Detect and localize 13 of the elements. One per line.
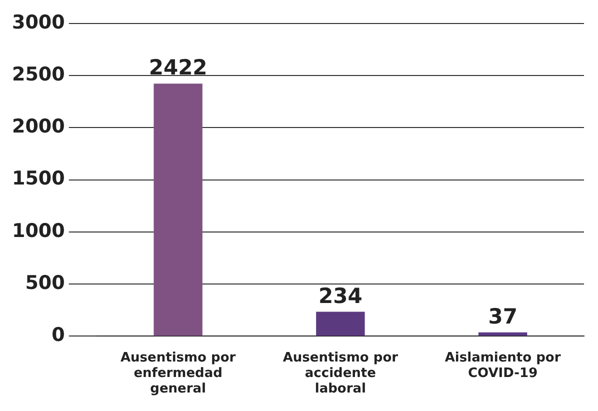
x-tick-label: Ausentismo por enfermedad general <box>120 350 236 397</box>
data-label: 37 <box>488 304 518 328</box>
y-tick-label: 2500 <box>12 63 65 86</box>
data-label: 2422 <box>148 56 208 80</box>
y-tick-label: 0 <box>52 324 65 346</box>
x-tick-label: Ausentismo por accidente laboral <box>282 350 399 397</box>
y-tick-label: 1000 <box>12 220 65 242</box>
y-tick-label: 1500 <box>12 168 65 190</box>
y-tick-label: 500 <box>25 272 65 294</box>
x-tick-label: Aislamiento por COVID-19 <box>444 350 562 381</box>
y-tick-label: 2000 <box>12 116 65 138</box>
y-tick-label: 3000 <box>12 11 65 34</box>
data-label: 234 <box>318 284 362 308</box>
